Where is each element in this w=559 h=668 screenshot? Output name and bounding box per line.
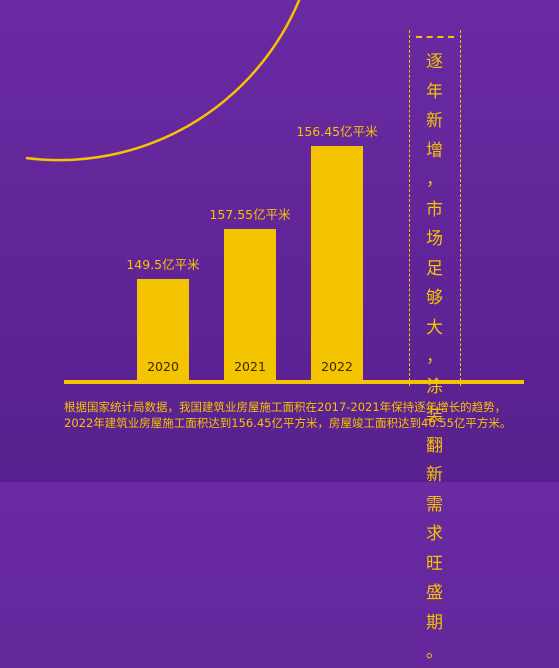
slogan-char: 大 — [426, 317, 444, 338]
slogan-text: 逐年新增，市场足够大，涂装翻新需求旺盛期。 — [410, 48, 460, 668]
slogan-char: ， — [426, 170, 444, 190]
slogan-char: 市 — [426, 199, 444, 220]
bar-2021 — [224, 229, 276, 380]
slogan-char: 增 — [426, 140, 444, 161]
slogan-char: ， — [426, 347, 444, 367]
slogan-char: 场 — [426, 229, 444, 249]
slogan-char: 足 — [426, 258, 444, 279]
category-label-2021: 2021 — [234, 359, 266, 374]
decorative-arc — [25, 0, 301, 162]
slogan-char: 翻 — [426, 435, 444, 456]
value-label-2021: 157.55亿平米 — [209, 207, 291, 222]
slogan-char: 够 — [426, 288, 444, 308]
slogan-char: 逐 — [426, 52, 444, 72]
slogan-char: 新 — [426, 465, 444, 485]
slogan-char: 期 — [426, 612, 444, 633]
slogan-char: 求 — [426, 524, 444, 544]
side-slogan: 逐年新增，市场足够大，涂装翻新需求旺盛期。 — [409, 30, 461, 662]
bar-2022 — [311, 146, 363, 380]
bar-chart: 149.5亿平米 157.55亿平米 156.45亿平米 2020 2021 2022 — [64, 124, 524, 384]
slogan-char: 盛 — [426, 583, 444, 603]
chart-baseline — [64, 380, 524, 384]
bar-2020 — [137, 279, 189, 380]
category-label-2022: 2022 — [321, 359, 353, 374]
slogan-char: 旺 — [426, 553, 444, 574]
slogan-char: 年 — [426, 81, 444, 102]
slogan-char: 新 — [426, 111, 444, 131]
slogan-dash — [416, 36, 454, 38]
category-label-2020: 2020 — [147, 359, 179, 374]
value-label-2022: 156.45亿平米 — [296, 124, 378, 139]
slogan-char: 涂 — [426, 376, 444, 397]
slogan-char: 。 — [426, 642, 444, 662]
slogan-char: 需 — [426, 494, 444, 515]
slogan-char: 装 — [426, 406, 444, 426]
value-label-2020: 149.5亿平米 — [126, 257, 200, 272]
source-note: 根据国家统计局数据，我国建筑业房屋施工面积在2017-2021年保持逐年增长的趋… — [64, 400, 512, 430]
